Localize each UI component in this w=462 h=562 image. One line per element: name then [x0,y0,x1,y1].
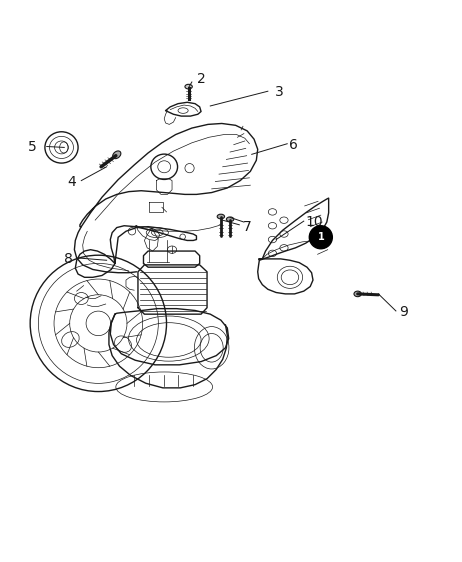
Ellipse shape [113,151,121,158]
Text: 7: 7 [243,220,251,234]
Circle shape [309,226,332,249]
Ellipse shape [226,217,234,221]
Ellipse shape [217,214,225,219]
Text: 1: 1 [317,232,324,242]
Ellipse shape [185,84,192,89]
Text: 6: 6 [289,138,298,152]
Text: 2: 2 [197,72,206,86]
Text: 10: 10 [305,215,323,229]
Ellipse shape [354,291,361,297]
Text: 8: 8 [64,252,73,266]
Text: 3: 3 [275,85,284,99]
Text: 4: 4 [68,175,77,189]
Text: 9: 9 [399,305,408,319]
Text: 5: 5 [28,140,36,155]
